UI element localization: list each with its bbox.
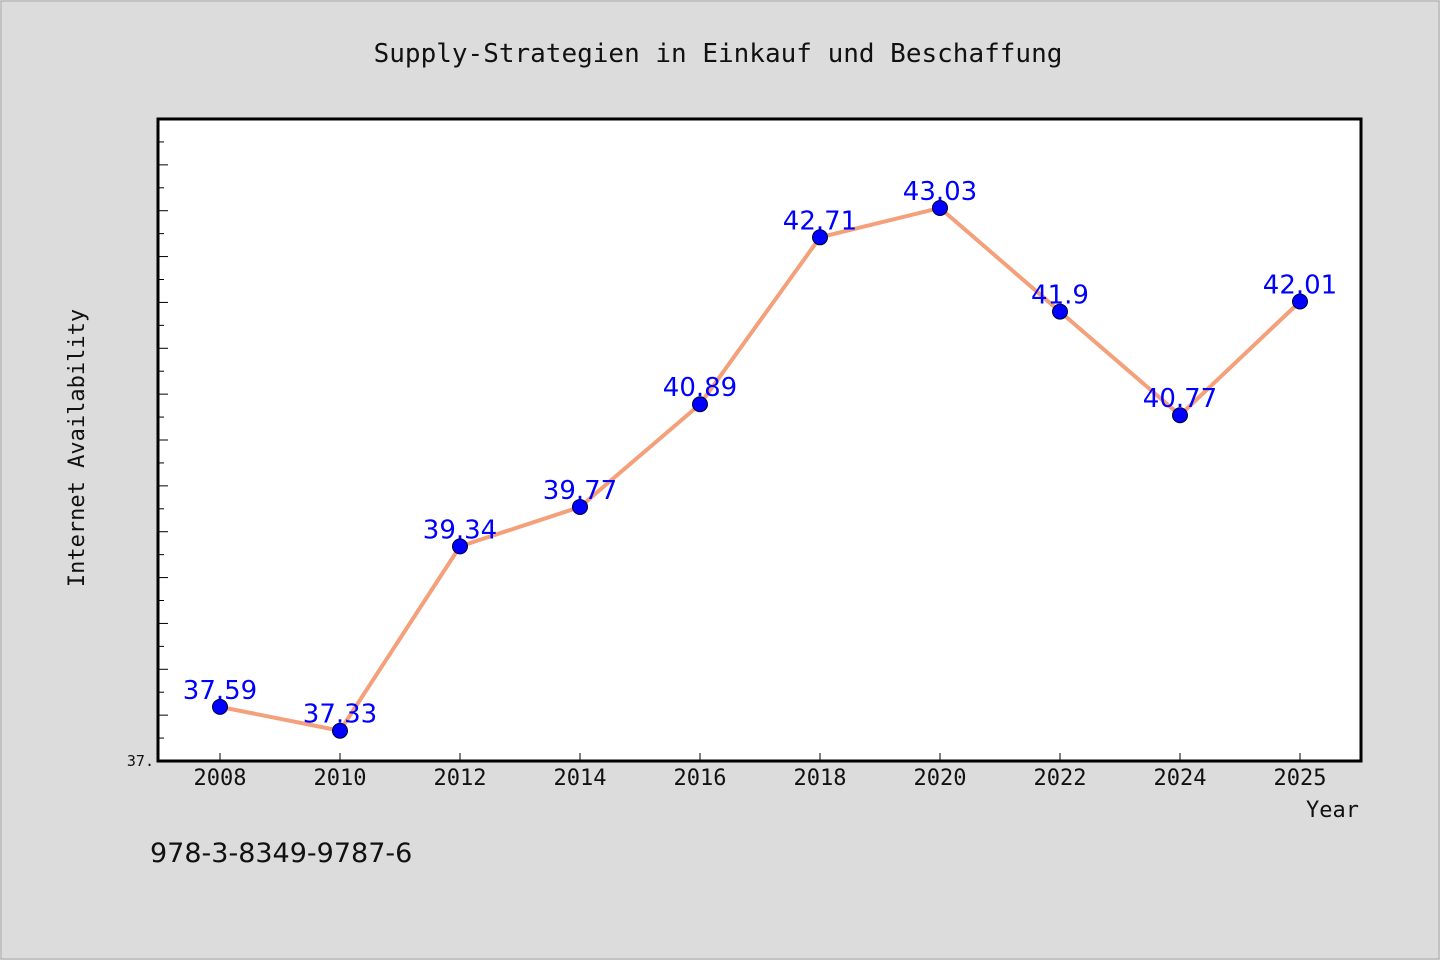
x-tick-label: 2014 bbox=[554, 766, 607, 791]
x-tick-label: 2022 bbox=[1034, 766, 1087, 791]
plot-area bbox=[156, 117, 1363, 763]
data-label: 40.77 bbox=[1143, 384, 1217, 414]
data-point bbox=[1052, 303, 1068, 320]
x-tick-label: 2018 bbox=[794, 766, 847, 791]
x-tick-label: 2020 bbox=[914, 766, 967, 791]
y-tick-label-min: 37. bbox=[127, 752, 154, 770]
x-tick-label: 2010 bbox=[314, 766, 367, 791]
data-point bbox=[572, 498, 588, 515]
series-line bbox=[218, 205, 1302, 733]
x-axis-ticks: 2008 2010 2012 2014 2016 2018 2020 2022 2024 2025 bbox=[194, 753, 1327, 791]
data-label: 39.34 bbox=[423, 515, 497, 545]
x-tick-label: 2012 bbox=[434, 766, 487, 791]
y-axis-ticks bbox=[158, 118, 168, 762]
data-label: 40.89 bbox=[663, 373, 737, 403]
data-point bbox=[1172, 407, 1188, 424]
y-axis-label: Internet Availability bbox=[65, 309, 90, 587]
data-point bbox=[452, 538, 468, 555]
data-point bbox=[812, 229, 828, 246]
x-tick-label: 2025 bbox=[1274, 766, 1327, 791]
x-axis-label: Year bbox=[1306, 798, 1359, 823]
data-label: 37.33 bbox=[303, 700, 377, 730]
series-layer: 37.59 37.33 39.34 39.77 40.89 42.71 43.03 41.9 4… bbox=[183, 177, 1337, 739]
x-tick-label: 2008 bbox=[194, 766, 247, 791]
data-label: 43.03 bbox=[903, 177, 977, 207]
data-point bbox=[692, 396, 708, 413]
data-point bbox=[212, 698, 228, 715]
data-label: 37.59 bbox=[183, 676, 257, 706]
data-label: 42.71 bbox=[783, 206, 857, 236]
data-label: 42.01 bbox=[1263, 271, 1337, 301]
footer-isbn: 978-3-8349-9787-6 bbox=[150, 838, 412, 869]
x-tick-label: 2024 bbox=[1154, 766, 1207, 791]
data-point bbox=[932, 199, 948, 216]
chart-title: Supply-Strategien in Einkauf und Beschaf… bbox=[374, 39, 1063, 69]
data-label: 41.9 bbox=[1031, 281, 1089, 311]
data-label: 39.77 bbox=[543, 476, 617, 506]
data-point bbox=[1292, 293, 1308, 310]
data-point bbox=[332, 722, 348, 739]
x-tick-label: 2016 bbox=[674, 766, 727, 791]
